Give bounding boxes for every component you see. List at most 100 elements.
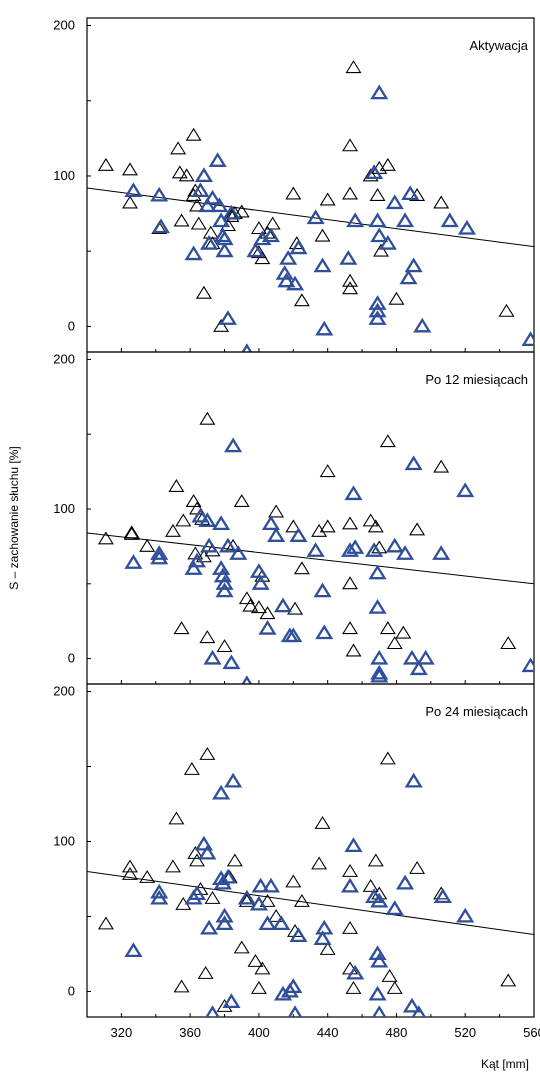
data-point-blue (222, 654, 241, 670)
data-point-blue (222, 204, 241, 220)
data-point-blue (385, 537, 404, 553)
data-point-blue (200, 919, 219, 935)
data-point-black (233, 940, 250, 954)
data-point-black (178, 168, 195, 182)
data-point-blue (370, 227, 389, 243)
panel-title: Po 24 miesiącach (425, 704, 528, 719)
data-point-blue (378, 234, 397, 250)
data-point-black (379, 434, 396, 448)
data-point-black (373, 243, 389, 257)
data-point-black (250, 221, 267, 235)
data-point-black (367, 519, 384, 533)
data-point-black (199, 630, 216, 644)
data-point-blue (289, 239, 308, 255)
data-point-black (409, 860, 426, 874)
data-point-blue (395, 212, 415, 228)
data-point-black (500, 973, 517, 987)
data-point-black (170, 141, 187, 155)
data-point-blue (306, 542, 325, 557)
data-point-blue (385, 194, 404, 210)
data-point-black (185, 187, 202, 201)
data-point-black (285, 519, 302, 533)
data-point-blue (368, 599, 387, 614)
x-tick-label: 400 (248, 1025, 270, 1040)
data-point-black (381, 968, 398, 982)
data-point-blue (370, 952, 389, 968)
data-point-black (139, 538, 156, 552)
data-point-black (213, 318, 230, 332)
data-point-blue (365, 542, 384, 557)
markers (97, 411, 534, 684)
data-point-black (379, 751, 396, 765)
data-point-blue (402, 997, 421, 1013)
data-point-blue (241, 343, 253, 352)
data-point-blue (346, 964, 365, 980)
y-tick-label: 100 (53, 501, 75, 516)
data-point-black (173, 979, 190, 993)
data-point-black (233, 494, 250, 507)
panel-3: 0 100 200 Po 24 miesiącach (53, 683, 535, 1018)
data-point-blue (370, 649, 389, 665)
x-tick-label: 320 (111, 1025, 133, 1040)
data-point-black (195, 285, 212, 299)
data-point-blue (372, 1005, 387, 1017)
data-point-blue (273, 597, 293, 613)
data-point-black (238, 893, 255, 907)
data-point-black (254, 251, 271, 265)
data-point-blue (289, 927, 308, 943)
data-point-black (369, 187, 386, 201)
data-point-blue (267, 527, 286, 542)
data-point-black (345, 980, 362, 994)
data-point-blue (346, 539, 365, 554)
data-point-black (139, 869, 156, 883)
data-point-blue (313, 582, 332, 598)
data-point-blue (340, 877, 360, 893)
data-point-blue (224, 772, 243, 788)
data-point-black (216, 998, 233, 1012)
data-point-blue (277, 272, 296, 288)
data-point-black (247, 953, 264, 967)
data-point-blue (198, 844, 217, 860)
data-point-blue (313, 930, 332, 946)
panel-1: 0 100 200 Aktywacja (53, 17, 535, 353)
data-point-black (216, 639, 233, 653)
data-point-black (433, 195, 450, 209)
data-point-blue (198, 197, 217, 213)
data-point-blue (404, 455, 423, 471)
data-point-blue (224, 437, 243, 453)
data-point-blue (284, 978, 303, 994)
data-point-blue (399, 269, 418, 285)
data-point-black (199, 411, 216, 425)
panel-2: 0 100 200 Po 12 miesiącach (53, 351, 535, 685)
data-point-black (185, 494, 202, 507)
data-point-black (409, 522, 426, 536)
data-point-blue (203, 189, 222, 205)
data-point-black (386, 636, 403, 650)
data-point-blue (212, 784, 231, 800)
data-point-blue (370, 667, 389, 683)
data-point-blue (368, 564, 387, 580)
data-point-black (379, 157, 396, 171)
data-point-black (168, 479, 185, 493)
y-tick-label: 200 (53, 18, 75, 33)
x-axis: 320 360 400 440 480 520 560 (111, 1025, 540, 1040)
data-point-black (342, 273, 359, 287)
data-point-black (500, 636, 517, 650)
data-point-black (362, 168, 379, 182)
data-point-black (293, 561, 310, 575)
trend-line (87, 187, 534, 248)
data-point-blue (124, 554, 143, 569)
data-point-blue (385, 900, 404, 916)
x-tick-label: 560 (523, 1025, 540, 1040)
data-point-blue (306, 209, 325, 225)
data-point-blue (395, 874, 415, 890)
data-point-black (342, 621, 359, 635)
data-point-blue (241, 675, 253, 684)
data-point-black (242, 598, 259, 612)
markers (97, 60, 534, 352)
data-point-blue (212, 212, 231, 228)
data-point-black (183, 761, 200, 775)
data-point-blue (246, 242, 265, 258)
